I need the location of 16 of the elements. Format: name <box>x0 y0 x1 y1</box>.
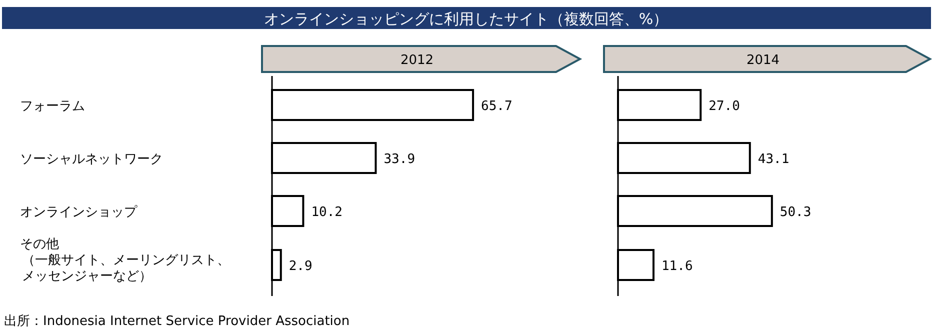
y-tick-label: オンラインショップ <box>20 205 138 220</box>
data-label: 50.3 <box>780 205 812 220</box>
chart-subtitle: 2012 <box>400 53 434 68</box>
data-label: 11.6 <box>661 259 693 274</box>
y-tick-label: その他（一般サイト、メーリングリスト、メッセンジャーなど） <box>20 237 230 284</box>
text: 出所：Indonesia Internet Service Provider Association <box>4 314 350 329</box>
data-label: 65.7 <box>481 99 512 114</box>
chart-title: オンラインショッピングに利用したサイト（複数回答、%） <box>264 10 668 28</box>
data-label: 43.1 <box>758 152 790 167</box>
data-label: 27.0 <box>708 99 740 114</box>
data-label: 33.9 <box>384 152 416 167</box>
chart-subtitle: 2014 <box>746 53 780 68</box>
y-tick-label: ソーシャルネットワーク <box>20 152 163 167</box>
data-label: 10.2 <box>311 205 343 220</box>
y-tick-label: フォーラム <box>20 99 85 114</box>
data-label: 2.9 <box>288 259 312 274</box>
